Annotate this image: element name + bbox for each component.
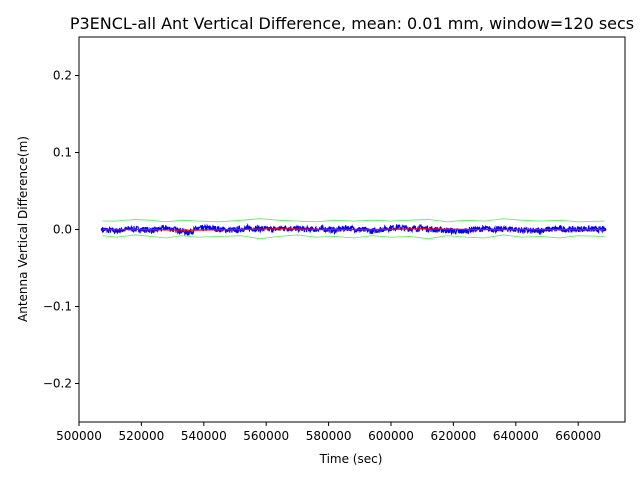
y-axis: −0.2 −0.1 0.0 0.1 0.2	[43, 69, 79, 391]
y-tick-label: −0.1	[43, 300, 72, 314]
raw-data-point	[186, 230, 190, 235]
x-tick-label: 620000	[430, 429, 476, 443]
upper-envelope-line	[102, 218, 605, 223]
running-mean-line	[102, 228, 605, 231]
raw-data-point	[458, 230, 462, 234]
x-axis-label: Time (sec)	[319, 452, 383, 466]
plot-area	[78, 36, 626, 423]
raw-data-point	[164, 226, 168, 230]
raw-data-point	[208, 226, 212, 230]
y-tick-label: 0.2	[53, 69, 72, 83]
y-tick-label: 0.1	[53, 146, 72, 160]
x-tick-label: 540000	[181, 429, 227, 443]
x-tick-label: 600000	[368, 429, 414, 443]
raw-data-point	[532, 229, 537, 233]
x-tick-label: 660000	[555, 429, 601, 443]
raw-data-point	[370, 229, 374, 233]
x-tick-label: 640000	[493, 429, 539, 443]
chart-title: P3ENCL-all Ant Vertical Difference, mean…	[70, 14, 634, 33]
y-tick-label: −0.2	[43, 377, 72, 391]
lower-envelope-line	[102, 234, 605, 240]
y-axis-label: Antenna Vertical Difference(m)	[16, 136, 30, 322]
y-tick-label: 0.0	[53, 223, 72, 237]
x-tick-label: 520000	[118, 429, 164, 443]
raw-data-point	[345, 226, 349, 230]
x-axis: 500000 520000 540000 560000 580000 600000 6200…	[56, 422, 601, 443]
x-tick-label: 560000	[243, 429, 289, 443]
raw-data-point	[395, 225, 399, 229]
raw-data-point	[114, 229, 119, 233]
x-tick-label: 580000	[306, 429, 352, 443]
x-tick-label: 500000	[56, 429, 102, 443]
